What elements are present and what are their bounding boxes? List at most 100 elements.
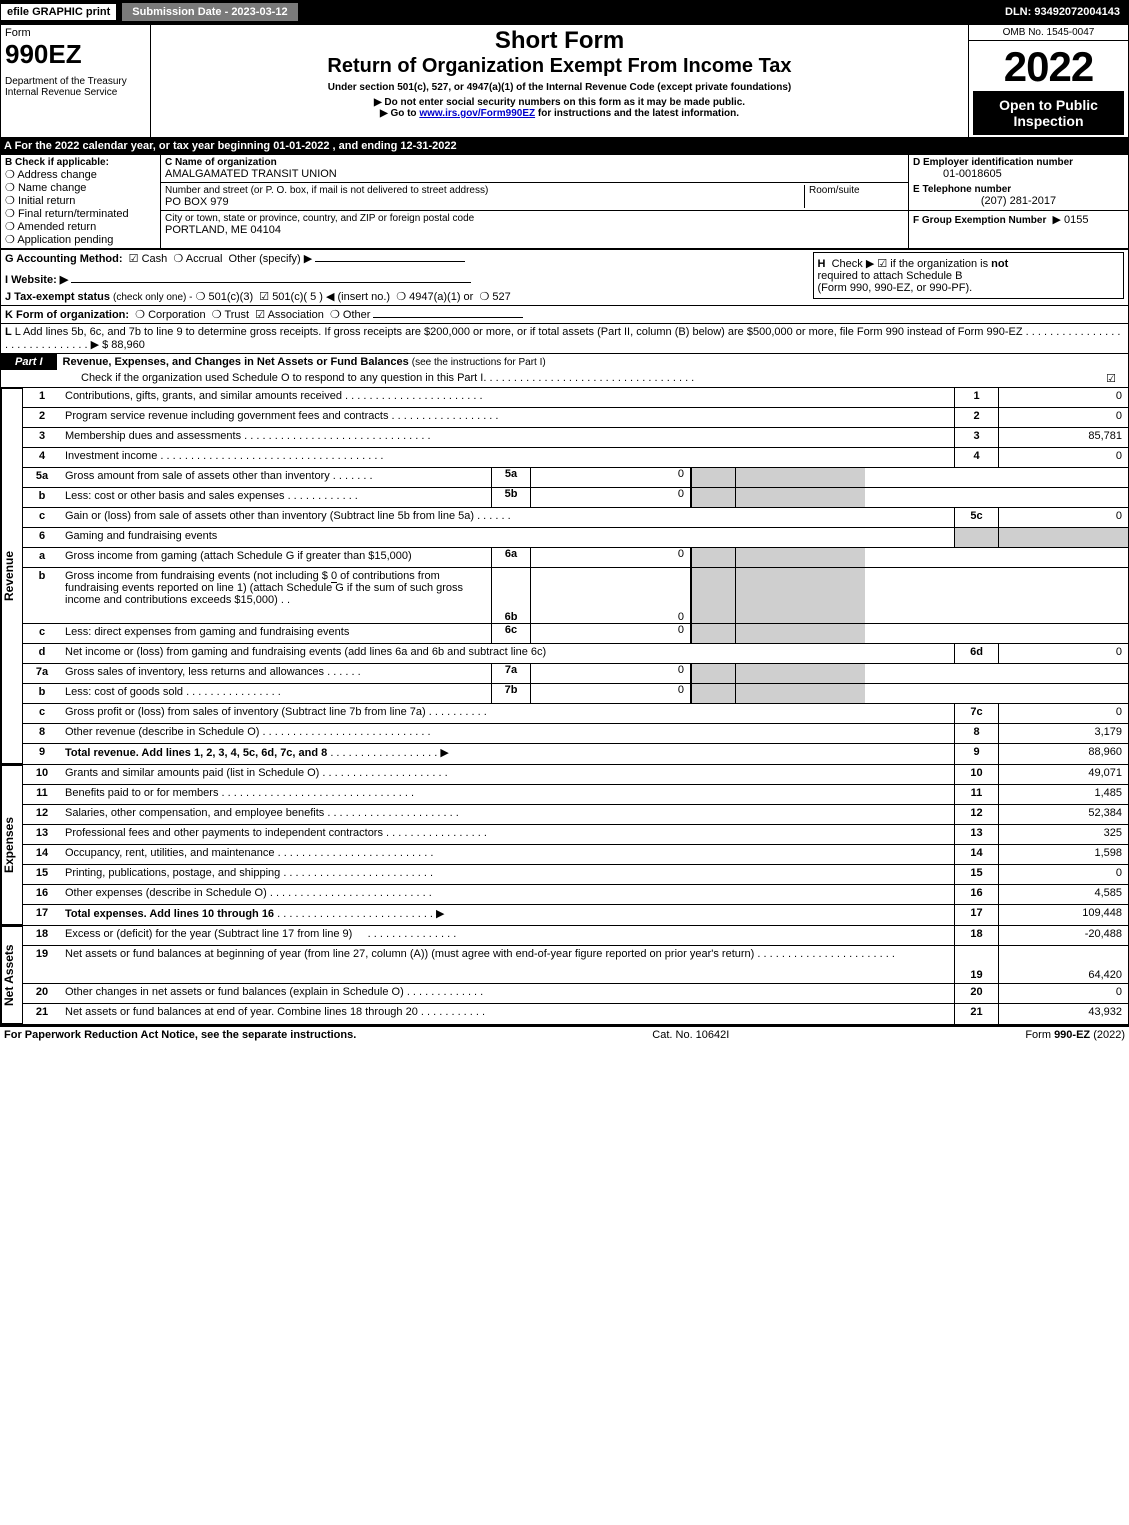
g-cash: Cash (142, 253, 168, 265)
line-7a: 7aGross sales of inventory, less returns… (23, 664, 1128, 684)
line-10: 10Grants and similar amounts paid (list … (23, 765, 1128, 785)
bf-block: B Check if applicable: ❍ Address change … (0, 154, 1129, 249)
k-other-check[interactable]: ❍ (330, 309, 340, 321)
c-name-lbl: C Name of organization (165, 157, 904, 168)
k-other: Other (343, 309, 371, 321)
g-accr-check[interactable]: ❍ (173, 253, 183, 265)
h-txt3: required to attach Schedule B (818, 270, 1120, 282)
line-9: 9Total revenue. Add lines 1, 2, 3, 4, 5c… (23, 744, 1128, 764)
c-city-lbl: City or town, state or province, country… (165, 213, 904, 224)
part1-tab: Part I (1, 354, 57, 370)
goto-post: for instructions and the latest informat… (535, 108, 739, 119)
efile-label[interactable]: efile GRAPHIC print (1, 4, 116, 20)
h-check-arrow: Check ▶ (832, 258, 875, 270)
ghijkl-block: G Accounting Method: ☑ Cash ❍ Accrual Ot… (0, 249, 1129, 354)
line-6c: cLess: direct expenses from gaming and f… (23, 624, 1128, 644)
line-6a: aGross income from gaming (attach Schedu… (23, 548, 1128, 568)
c-room-lbl: Room/suite (804, 185, 904, 208)
omb-cell: OMB No. 1545-0047 (969, 25, 1129, 41)
b-opt-4[interactable]: ❍ Amended return (5, 220, 156, 233)
line-16: 16Other expenses (describe in Schedule O… (23, 885, 1128, 905)
h-not: not (991, 258, 1008, 270)
form-number: 990EZ (5, 39, 146, 70)
line-12: 12Salaries, other compensation, and empl… (23, 805, 1128, 825)
revenue-side-label: Revenue (1, 388, 23, 764)
line-3: 3Membership dues and assessments . . . .… (23, 428, 1128, 448)
h-txt4: (Form 990, 990-EZ, or 990-PF). (818, 282, 1120, 294)
c-street-lbl: Number and street (or P. O. box, if mail… (165, 185, 804, 196)
f-arrow: ▶ (1052, 214, 1060, 226)
c-street: PO BOX 979 (165, 196, 804, 208)
j-501c-check[interactable]: ☑ (259, 291, 269, 303)
h-lbl: H (818, 258, 826, 270)
line-13: 13Professional fees and other payments t… (23, 825, 1128, 845)
b-opt-3[interactable]: ❍ Final return/terminated (5, 207, 156, 220)
k-trust-check[interactable]: ❍ (212, 309, 222, 321)
line-20: 20Other changes in net assets or fund ba… (23, 984, 1128, 1004)
line-19: 19Net assets or fund balances at beginni… (23, 946, 1128, 984)
i-lbl: I Website: ▶ (5, 274, 68, 286)
part1-header: Part I Revenue, Expenses, and Changes in… (1, 354, 1128, 370)
h-txt2: if the organization is (890, 258, 991, 270)
h-checkbox[interactable]: ☑ (877, 258, 887, 270)
line-6b: b Gross income from fundraising events (… (23, 568, 1128, 624)
k-assoc-check[interactable]: ☑ (255, 309, 265, 321)
j-527: 527 (492, 291, 510, 303)
f-val: 0155 (1064, 214, 1088, 226)
irs-link[interactable]: www.irs.gov/Form990EZ (419, 108, 535, 119)
b-opt-0[interactable]: ❍ Address change (5, 168, 156, 181)
part1-title2: (see the instructions for Part I) (412, 357, 546, 368)
dept-line2: Internal Revenue Service (5, 87, 146, 98)
expenses-side-label: Expenses (1, 765, 23, 925)
k-lbl: K Form of organization: (5, 309, 129, 321)
f-lbl: F Group Exemption Number (913, 215, 1046, 226)
open-public: Open to Public Inspection (973, 91, 1124, 135)
line-17: 17Total expenses. Add lines 10 through 1… (23, 905, 1128, 925)
j-4947: 4947(a)(1) or (409, 291, 473, 303)
part1-checkline: Check if the organization used Schedule … (81, 372, 483, 385)
b-opt-5[interactable]: ❍ Application pending (5, 233, 156, 246)
submission-date: Submission Date - 2023-03-12 (120, 1, 299, 23)
line-2: 2Program service revenue including gover… (23, 408, 1128, 428)
d-val: 01-0018605 (913, 168, 1124, 180)
g-cash-check[interactable]: ☑ (129, 253, 139, 265)
g-accrual: Accrual (186, 253, 223, 265)
netassets-side-label: Net Assets (1, 926, 23, 1024)
j-501c3: 501(c)(3) (209, 291, 254, 303)
line-6: 6Gaming and fundraising events (23, 528, 1128, 548)
subtitle: Under section 501(c), 527, or 4947(a)(1)… (155, 82, 964, 93)
top-bar: efile GRAPHIC print Submission Date - 20… (0, 0, 1129, 24)
k-corp-check[interactable]: ❍ (135, 309, 145, 321)
j-4947-check[interactable]: ❍ (396, 291, 406, 303)
main-title: Return of Organization Exempt From Incom… (155, 55, 964, 78)
section-a: A For the 2022 calendar year, or tax yea… (0, 138, 1129, 154)
part1-checkbox[interactable]: ☑ (1106, 372, 1124, 385)
e-val: (207) 281-2017 (913, 195, 1124, 207)
c-city: PORTLAND, ME 04104 (165, 224, 904, 236)
goto-line: ▶ Go to www.irs.gov/Form990EZ for instru… (155, 108, 964, 119)
short-form-title: Short Form (155, 27, 964, 55)
dln-label: DLN: 93492072004143 (997, 4, 1128, 20)
j-527-check[interactable]: ❍ (479, 291, 489, 303)
form-header: Form 990EZ Department of the Treasury In… (0, 24, 1129, 138)
j-501c3-check[interactable]: ❍ (196, 291, 206, 303)
line-7c: cGross profit or (loss) from sales of in… (23, 704, 1128, 724)
line-5a: 5aGross amount from sale of assets other… (23, 468, 1128, 488)
e-lbl: E Telephone number (913, 184, 1124, 195)
k-trust: Trust (224, 309, 249, 321)
b-opt-2[interactable]: ❍ Initial return (5, 194, 156, 207)
b-opt-1[interactable]: ❍ Name change (5, 181, 156, 194)
goto-pre: ▶ Go to (380, 108, 419, 119)
footer-left: For Paperwork Reduction Act Notice, see … (4, 1029, 356, 1041)
dept-line1: Department of the Treasury (5, 76, 146, 87)
line-4: 4Investment income . . . . . . . . . . .… (23, 448, 1128, 468)
b-title: B Check if applicable: (5, 157, 156, 168)
footer-right: Form 990-EZ (2022) (1025, 1029, 1125, 1041)
tax-year: 2022 (973, 43, 1124, 91)
ssn-warning: ▶ Do not enter social security numbers o… (155, 97, 964, 108)
j-lbl: J Tax-exempt status (5, 291, 110, 303)
j-small: (check only one) - (113, 292, 192, 303)
line-18: 18Excess or (deficit) for the year (Subt… (23, 926, 1128, 946)
line-21: 21Net assets or fund balances at end of … (23, 1004, 1128, 1024)
g-other: Other (specify) ▶ (229, 253, 313, 265)
